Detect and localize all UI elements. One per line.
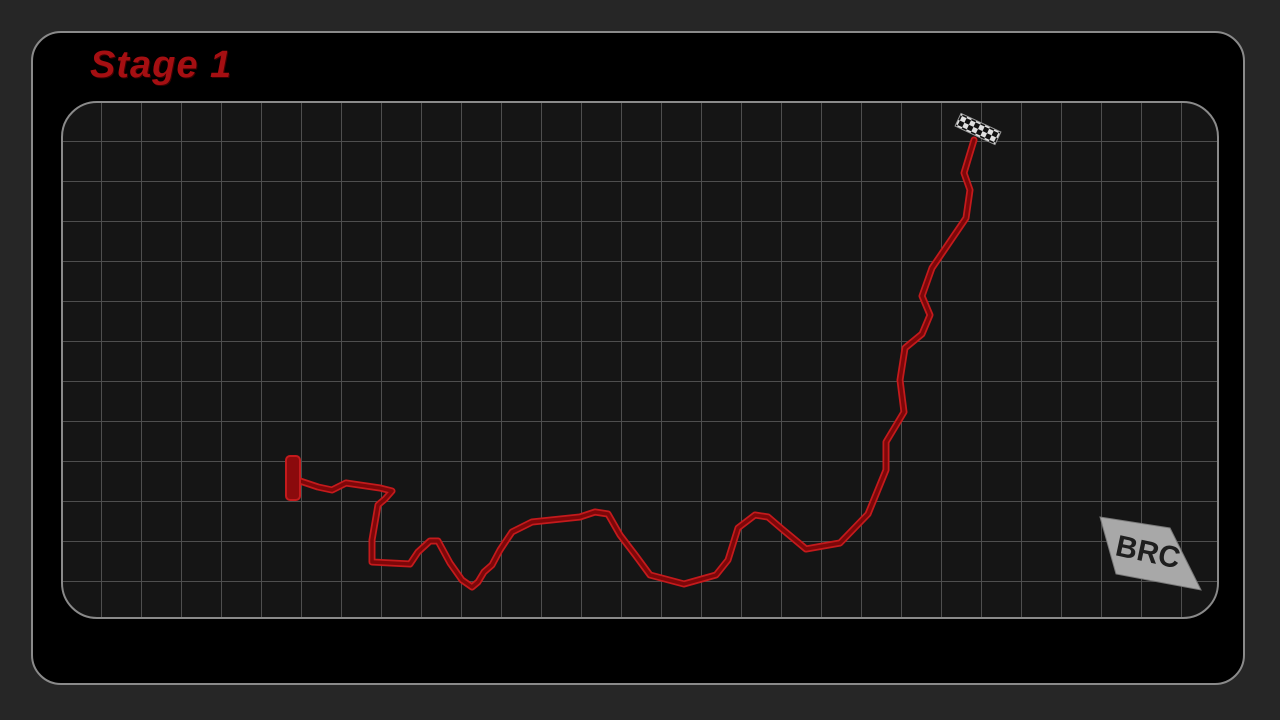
route-outline bbox=[296, 136, 978, 591]
route-line bbox=[298, 138, 976, 589]
stage-route bbox=[296, 136, 978, 591]
brc-badge: BRC bbox=[1099, 516, 1202, 591]
stage-title: Stage 1 bbox=[90, 44, 233, 86]
stage-map bbox=[61, 101, 1219, 619]
start-marker bbox=[285, 455, 301, 501]
finish-flag-icon bbox=[954, 112, 1002, 146]
